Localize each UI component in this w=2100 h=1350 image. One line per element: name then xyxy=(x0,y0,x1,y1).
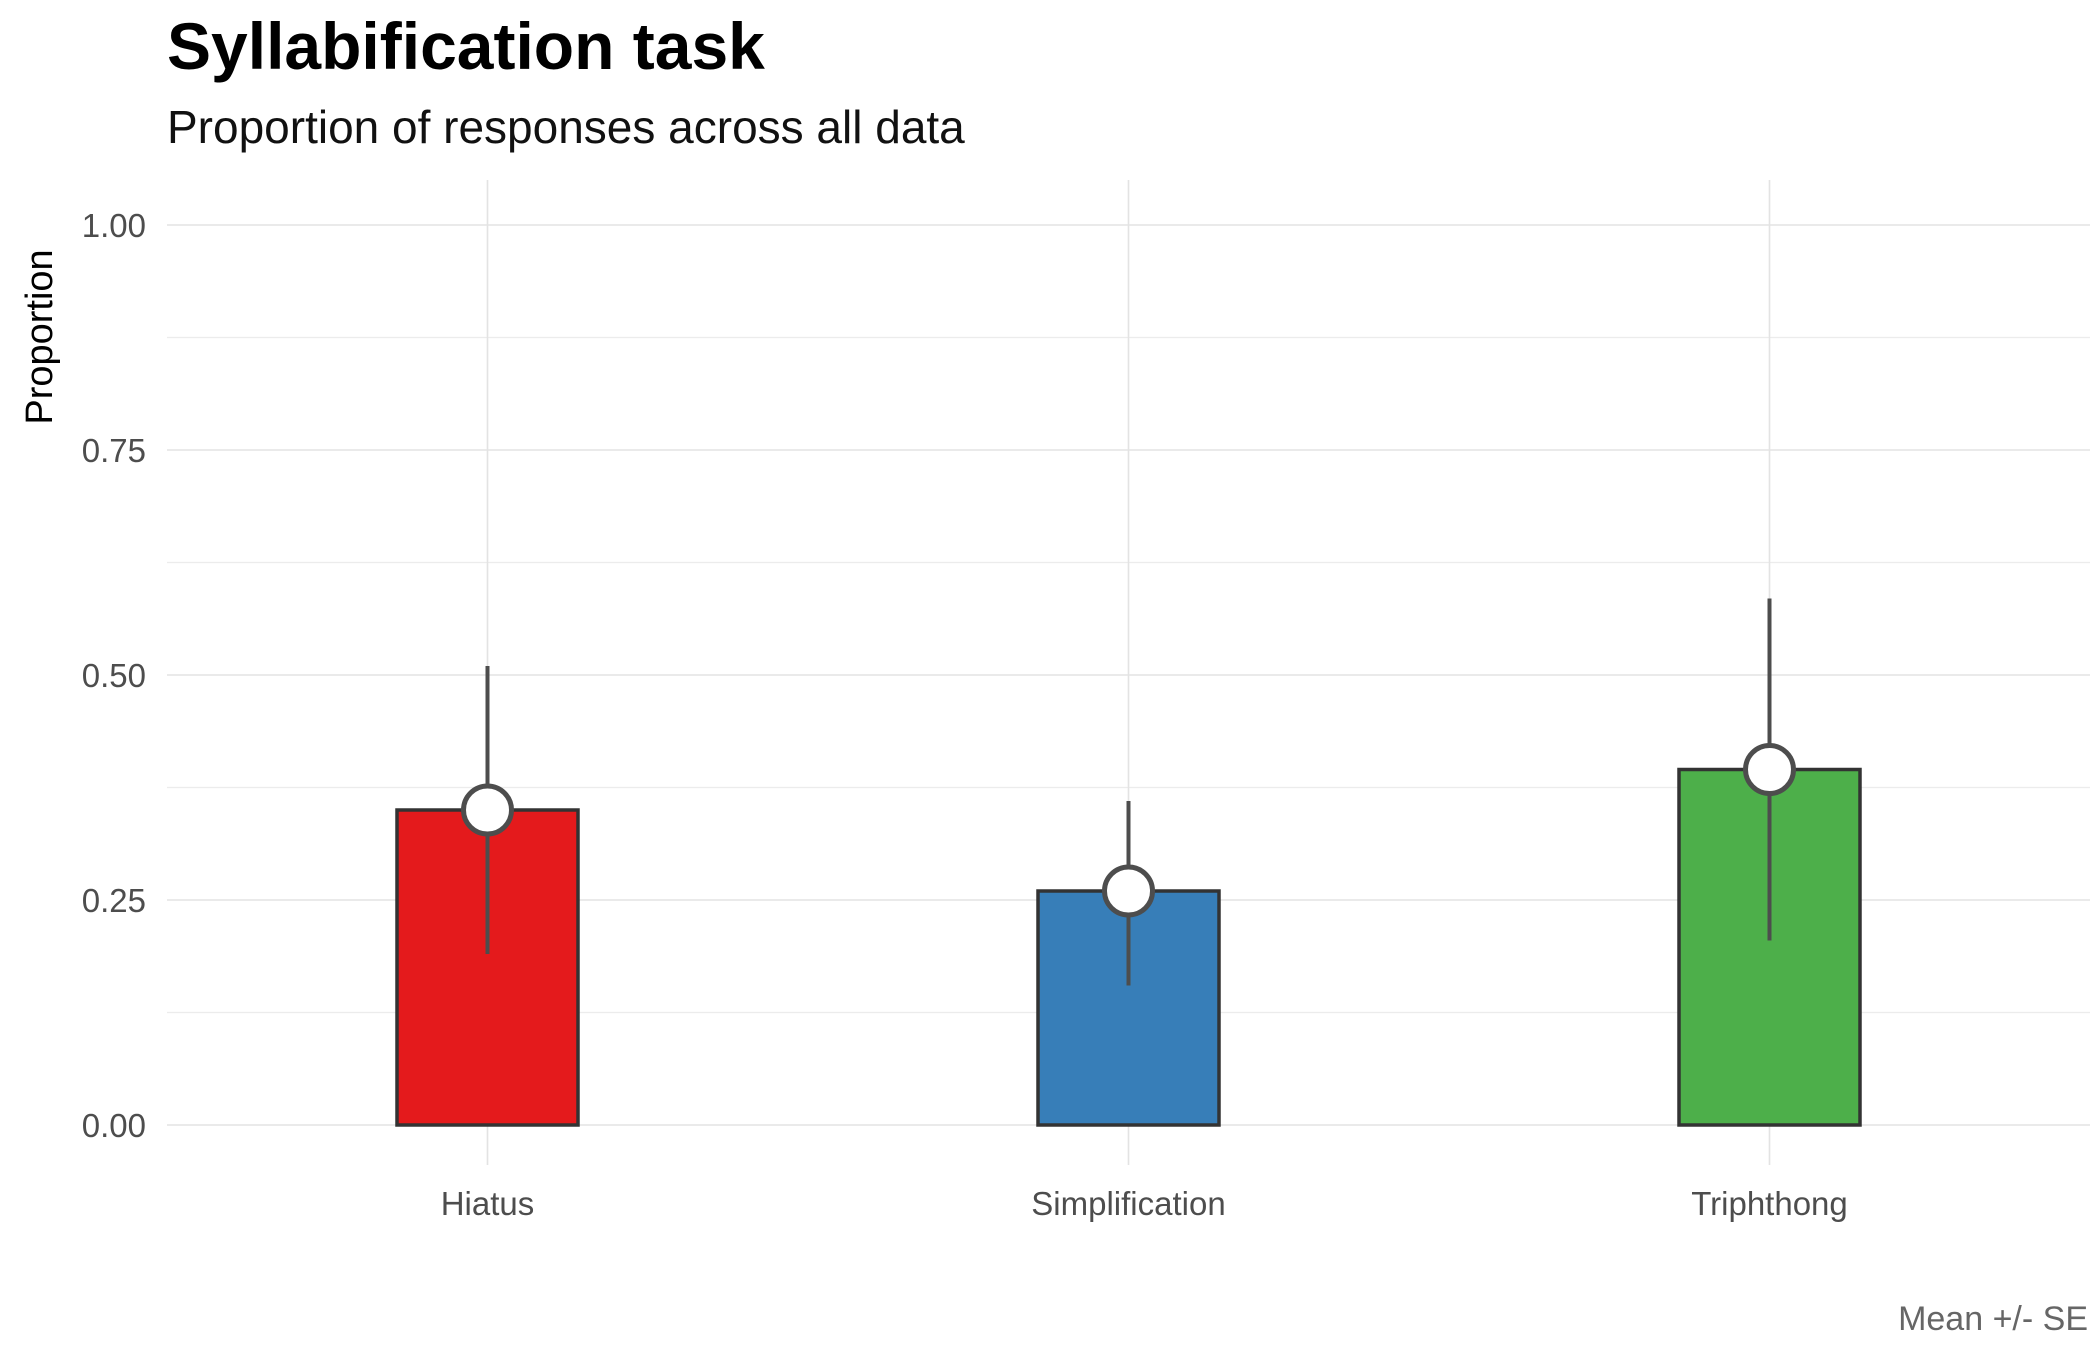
bars xyxy=(395,767,1862,1127)
y-tick-label: 0.25 xyxy=(82,882,146,919)
mean-points xyxy=(461,743,1796,918)
x-tick-label: Simplification xyxy=(1031,1185,1225,1222)
y-axis-label: Proportion xyxy=(19,249,61,424)
chart-subtitle: Proportion of responses across all data xyxy=(167,101,965,153)
x-axis-ticks: Hiatus Simplification Triphthong xyxy=(441,1185,1848,1222)
mean-point-triphthong xyxy=(1743,743,1796,796)
y-tick-label: 1.00 xyxy=(82,207,146,244)
y-tick-label: 0.75 xyxy=(82,432,146,469)
mean-point-hiatus xyxy=(461,783,514,837)
x-tick-label: Hiatus xyxy=(441,1185,535,1222)
y-tick-label: 0.50 xyxy=(82,657,146,694)
y-tick-label: 0.00 xyxy=(82,1107,146,1144)
chart-caption: Mean +/- SE xyxy=(1898,1300,2088,1338)
y-axis-ticks: 0.00 0.25 0.50 0.75 1.00 xyxy=(82,207,146,1144)
mean-point-simplification xyxy=(1102,864,1155,918)
x-tick-label: Triphthong xyxy=(1691,1185,1848,1222)
chart-title: Syllabification task xyxy=(167,9,765,83)
